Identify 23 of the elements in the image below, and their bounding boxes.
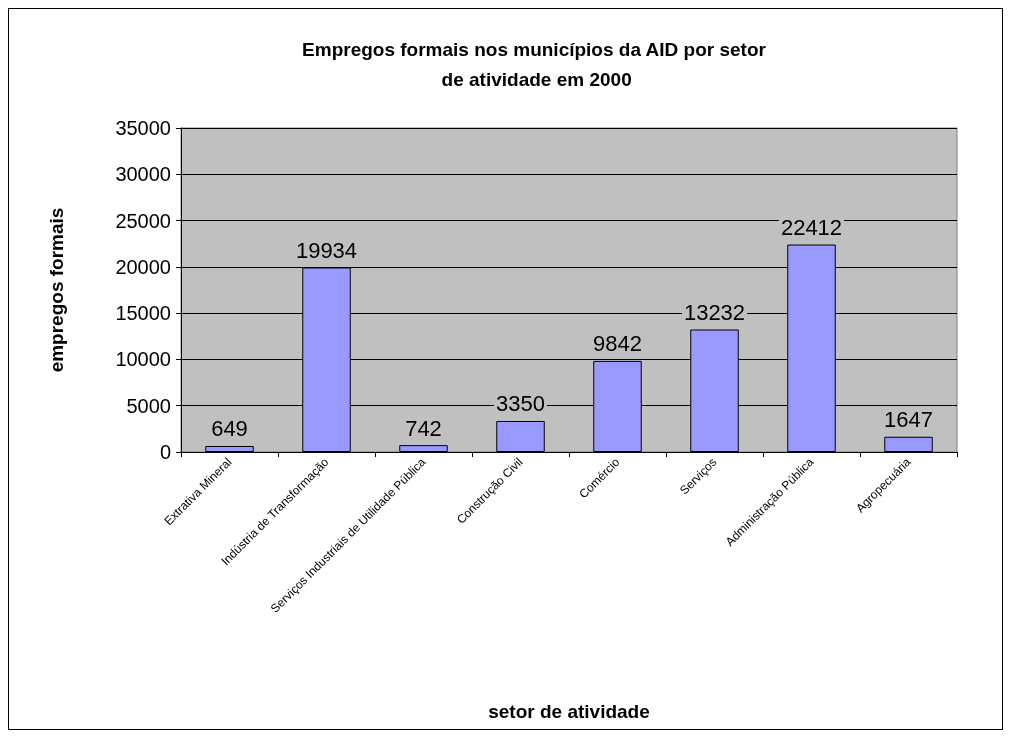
data-label: 19934 — [295, 237, 358, 263]
data-label: 13232 — [683, 300, 746, 326]
y-tick-label: 25000 — [115, 209, 171, 232]
data-label: 742 — [405, 415, 442, 441]
y-tick-label: 5000 — [126, 394, 171, 417]
data-label: 3350 — [496, 391, 545, 417]
bar — [205, 445, 254, 452]
y-tick-label: 20000 — [115, 255, 171, 278]
bar — [884, 436, 933, 452]
bar — [399, 445, 448, 452]
bar — [496, 420, 545, 452]
y-tick-label: 10000 — [115, 348, 171, 371]
chart-title: Empregos formais nos municípios da AID por setor de atividade em 2000 — [302, 38, 767, 90]
y-tick-label: 35000 — [115, 117, 171, 139]
data-label: 9842 — [593, 331, 642, 357]
data-label: 649 — [211, 416, 248, 442]
y-axis-title: empregos formais — [46, 207, 67, 373]
y-tick-label: 0 — [159, 441, 171, 463]
data-label: 1647 — [884, 407, 933, 433]
y-tick-label: 15000 — [115, 302, 171, 325]
x-axis-title: setor de atividade — [488, 701, 650, 722]
y-tick-label: 30000 — [115, 163, 171, 186]
data-label: 22412 — [780, 215, 843, 241]
